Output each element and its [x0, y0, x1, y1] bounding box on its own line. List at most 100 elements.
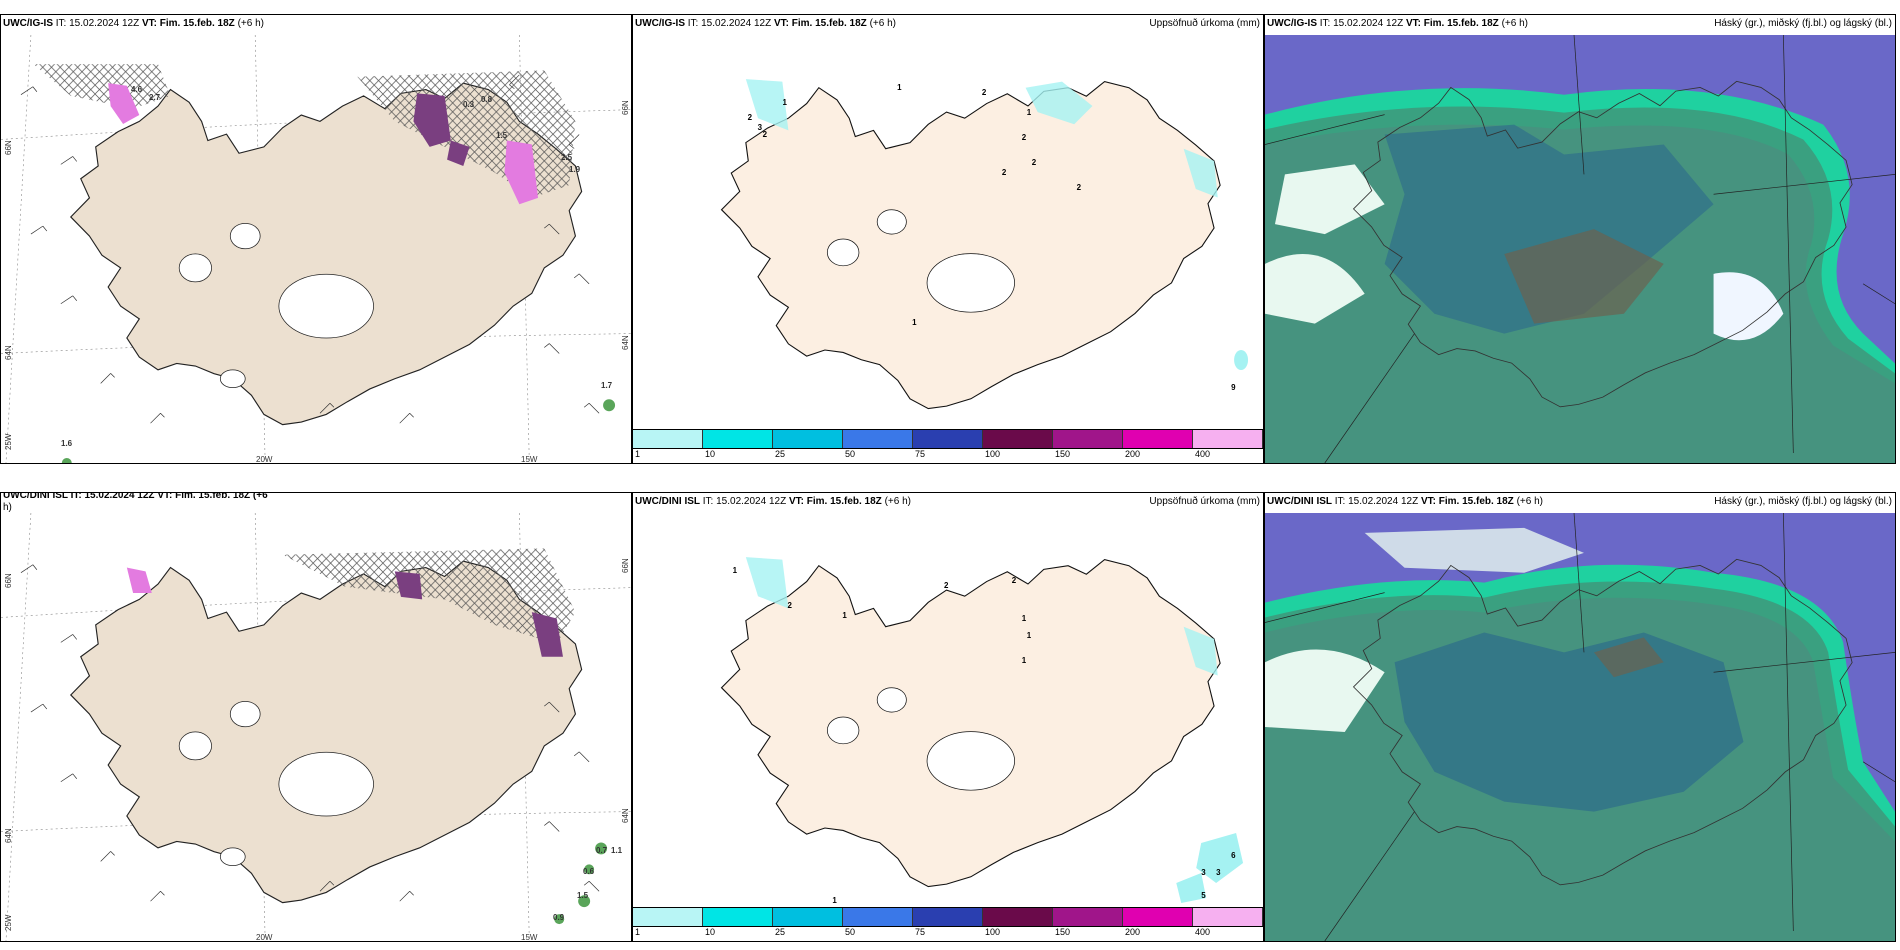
precip-value-label: 1.5 [577, 891, 589, 900]
cloud-map [1265, 35, 1895, 463]
svg-text:3: 3 [1216, 868, 1221, 877]
panel-header: UWC/DINI ISL IT: 15.02.2024 12Z VT: Fim.… [635, 496, 911, 507]
legend-label: 400 [1195, 927, 1211, 937]
precip-value-label: 1.7 [601, 381, 613, 390]
legend-label: 400 [1195, 449, 1211, 459]
panel-title: Háský (gr.), miðský (fj.bl.) og lágský (… [1714, 18, 1892, 29]
svg-text:5: 5 [1201, 891, 1206, 900]
panel-header: UWC/IG-IS IT: 15.02.2024 12Z VT: Fim. 15… [1267, 18, 1528, 29]
legend-swatch [1123, 908, 1193, 926]
legend-label: 150 [1055, 927, 1071, 937]
legend-swatch [703, 430, 773, 448]
precip-map: 232 122 221 219 41 [720, 79, 1249, 410]
svg-text:3: 3 [758, 123, 763, 132]
legend-swatch [773, 430, 843, 448]
precip-value-label: 0.8 [481, 95, 493, 104]
svg-text:6: 6 [1231, 851, 1236, 860]
svg-text:2: 2 [944, 581, 949, 590]
legend-label: 50 [845, 449, 856, 459]
panel-header: UWC/DINI ISL IT: 15.02.2024 12Z VT: Fim.… [3, 492, 268, 501]
legend-swatch [633, 908, 703, 926]
svg-text:1: 1 [1027, 108, 1032, 117]
legend-label: 200 [1125, 927, 1141, 937]
lon-label-20w: 20W [256, 933, 273, 942]
legend-swatch [983, 908, 1053, 926]
svg-text:2: 2 [1012, 576, 1017, 585]
legend-swatch [843, 908, 913, 926]
precip-value-label: 2.5 [561, 153, 573, 162]
lon-label-25w: 25W [4, 914, 13, 931]
svg-text:2: 2 [982, 88, 987, 97]
legend-swatch [913, 430, 983, 448]
svg-text:1: 1 [783, 98, 788, 107]
panel-title: Uppsöfnuð úrkoma (mm) [1149, 496, 1260, 507]
svg-text:2: 2 [1077, 183, 1082, 192]
lat-label-64n: 64N [4, 828, 13, 843]
precip-value-label: 1.6 [61, 439, 73, 448]
legend-swatch [773, 908, 843, 926]
legend-colorbar [633, 429, 1263, 449]
legend-label: 100 [985, 927, 1001, 937]
legend-swatch [1053, 430, 1123, 448]
precip-map: 121 221 116 335 213 [720, 557, 1244, 909]
weather-map-panel-top: UWC/IG-IS IT: 15.02.2024 12Z VT: Fim. 15… [0, 14, 632, 464]
svg-text:2: 2 [763, 130, 768, 139]
lat-label-66n-right: 66N [621, 558, 630, 573]
svg-text:1: 1 [912, 318, 917, 327]
svg-text:1: 1 [897, 83, 902, 92]
precip-value-label: 0.7 [596, 846, 608, 855]
legend-swatch [633, 430, 703, 448]
cloud-map [1265, 513, 1895, 941]
svg-text:1: 1 [1027, 631, 1032, 640]
lat-label-64n: 64N [4, 345, 13, 360]
precip-value-label: 1.9 [569, 165, 581, 174]
precip-value-label: 1.1 [611, 846, 623, 855]
panel-header: UWC/IG-IS IT: 15.02.2024 12Z VT: Fim. 15… [635, 18, 896, 29]
lon-label-20w: 20W [256, 455, 273, 464]
panel-header: UWC/IG-IS IT: 15.02.2024 12Z VT: Fim. 15… [3, 18, 264, 29]
legend-label: 25 [775, 927, 786, 937]
svg-text:2: 2 [1022, 133, 1027, 142]
lon-label-15w: 15W [521, 933, 538, 942]
legend-label: 1 [635, 449, 641, 459]
precip-value-label: 2.7 [149, 93, 161, 102]
svg-text:1: 1 [1022, 614, 1027, 623]
legend-label: 150 [1055, 449, 1071, 459]
legend-label: 75 [915, 927, 926, 937]
svg-text:2: 2 [788, 601, 793, 610]
legend-label: 25 [775, 449, 786, 459]
lon-label-15w: 15W [521, 455, 538, 464]
legend-label: 1 [635, 927, 641, 937]
panel-header: UWC/DINI ISL IT: 15.02.2024 12Z VT: Fim.… [1267, 496, 1543, 507]
svg-text:2: 2 [748, 113, 753, 122]
legend-colorbar [633, 907, 1263, 927]
lat-label-64n-right: 64N [621, 335, 630, 350]
legend-swatch [1193, 908, 1263, 926]
cloud-map-panel-top: UWC/IG-IS IT: 15.02.2024 12Z VT: Fim. 15… [1264, 14, 1896, 464]
weather-map-panel-bottom: UWC/DINI ISL IT: 15.02.2024 12Z VT: Fim.… [0, 492, 632, 942]
precip-map-panel-top: UWC/IG-IS IT: 15.02.2024 12Z VT: Fim. 15… [632, 14, 1264, 464]
svg-text:1: 1 [842, 611, 847, 620]
svg-text:3: 3 [1201, 868, 1206, 877]
legend-label: 50 [845, 927, 856, 937]
legend-label: 75 [915, 449, 926, 459]
legend-label: 10 [705, 927, 716, 937]
legend-swatch [1053, 908, 1123, 926]
precip-value-label: 0.9 [553, 913, 565, 922]
panel-title: Háský (gr.), miðský (fj.bl.) og lágský (… [1714, 496, 1892, 507]
legend-swatch [843, 430, 913, 448]
legend-swatch [913, 908, 983, 926]
svg-text:2: 2 [1032, 158, 1037, 167]
precip-map-panel-bottom: UWC/DINI ISL IT: 15.02.2024 12Z VT: Fim.… [632, 492, 1264, 942]
legend-swatch [1123, 430, 1193, 448]
legend-label: 10 [705, 449, 716, 459]
svg-text:2: 2 [1002, 168, 1007, 177]
panel-header-continuation: h) [3, 502, 12, 513]
precip-value-label: 0.6 [583, 867, 595, 876]
precip-value-label: 1.5 [496, 131, 508, 140]
lat-label-66n-right: 66N [621, 100, 630, 115]
legend-label: 100 [985, 449, 1001, 459]
svg-text:1: 1 [1022, 656, 1027, 665]
lat-label-66n: 66N [4, 140, 13, 155]
legend-swatch [703, 908, 773, 926]
